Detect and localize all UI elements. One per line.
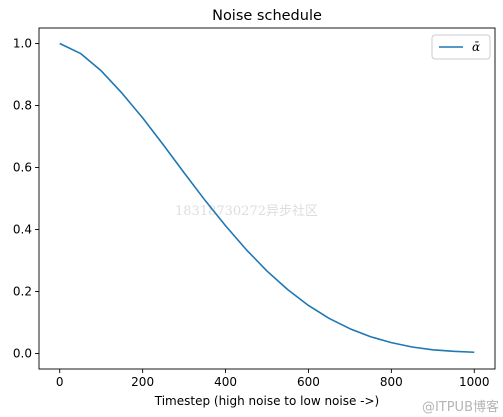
- y-tick-label: 0.0: [13, 347, 32, 361]
- x-tick-label: 0: [56, 375, 64, 389]
- y-tick-label: 0.2: [13, 285, 32, 299]
- x-axis-label: Timestep (high noise to low noise ->): [154, 394, 380, 408]
- y-tick-label: 0.8: [13, 99, 32, 113]
- legend: ᾱ: [431, 34, 491, 60]
- x-tick-label: 1000: [459, 375, 490, 389]
- x-axis-ticks: 0 200 400 600 800 1000: [56, 369, 490, 389]
- footer-watermark: @ITPUB博客: [421, 400, 499, 415]
- plot-frame: [38, 27, 496, 370]
- y-axis-ticks: 0.0 0.2 0.4 0.6 0.8 1.0: [13, 37, 39, 361]
- x-tick-label: 800: [380, 375, 403, 389]
- y-tick-label: 0.6: [13, 161, 32, 175]
- chart-title: Noise schedule: [212, 8, 322, 24]
- watermark: 18318730272异步社区: [175, 204, 318, 219]
- series-line: [59, 42, 475, 354]
- x-tick-label: 400: [214, 375, 237, 389]
- y-tick-label: 1.0: [13, 37, 32, 51]
- x-tick-label: 200: [131, 375, 154, 389]
- x-tick-label: 600: [297, 375, 320, 389]
- legend-label: ᾱ: [472, 40, 480, 54]
- series-layer: [59, 42, 475, 354]
- plot-area: [38, 27, 496, 370]
- y-tick-label: 0.4: [13, 223, 32, 237]
